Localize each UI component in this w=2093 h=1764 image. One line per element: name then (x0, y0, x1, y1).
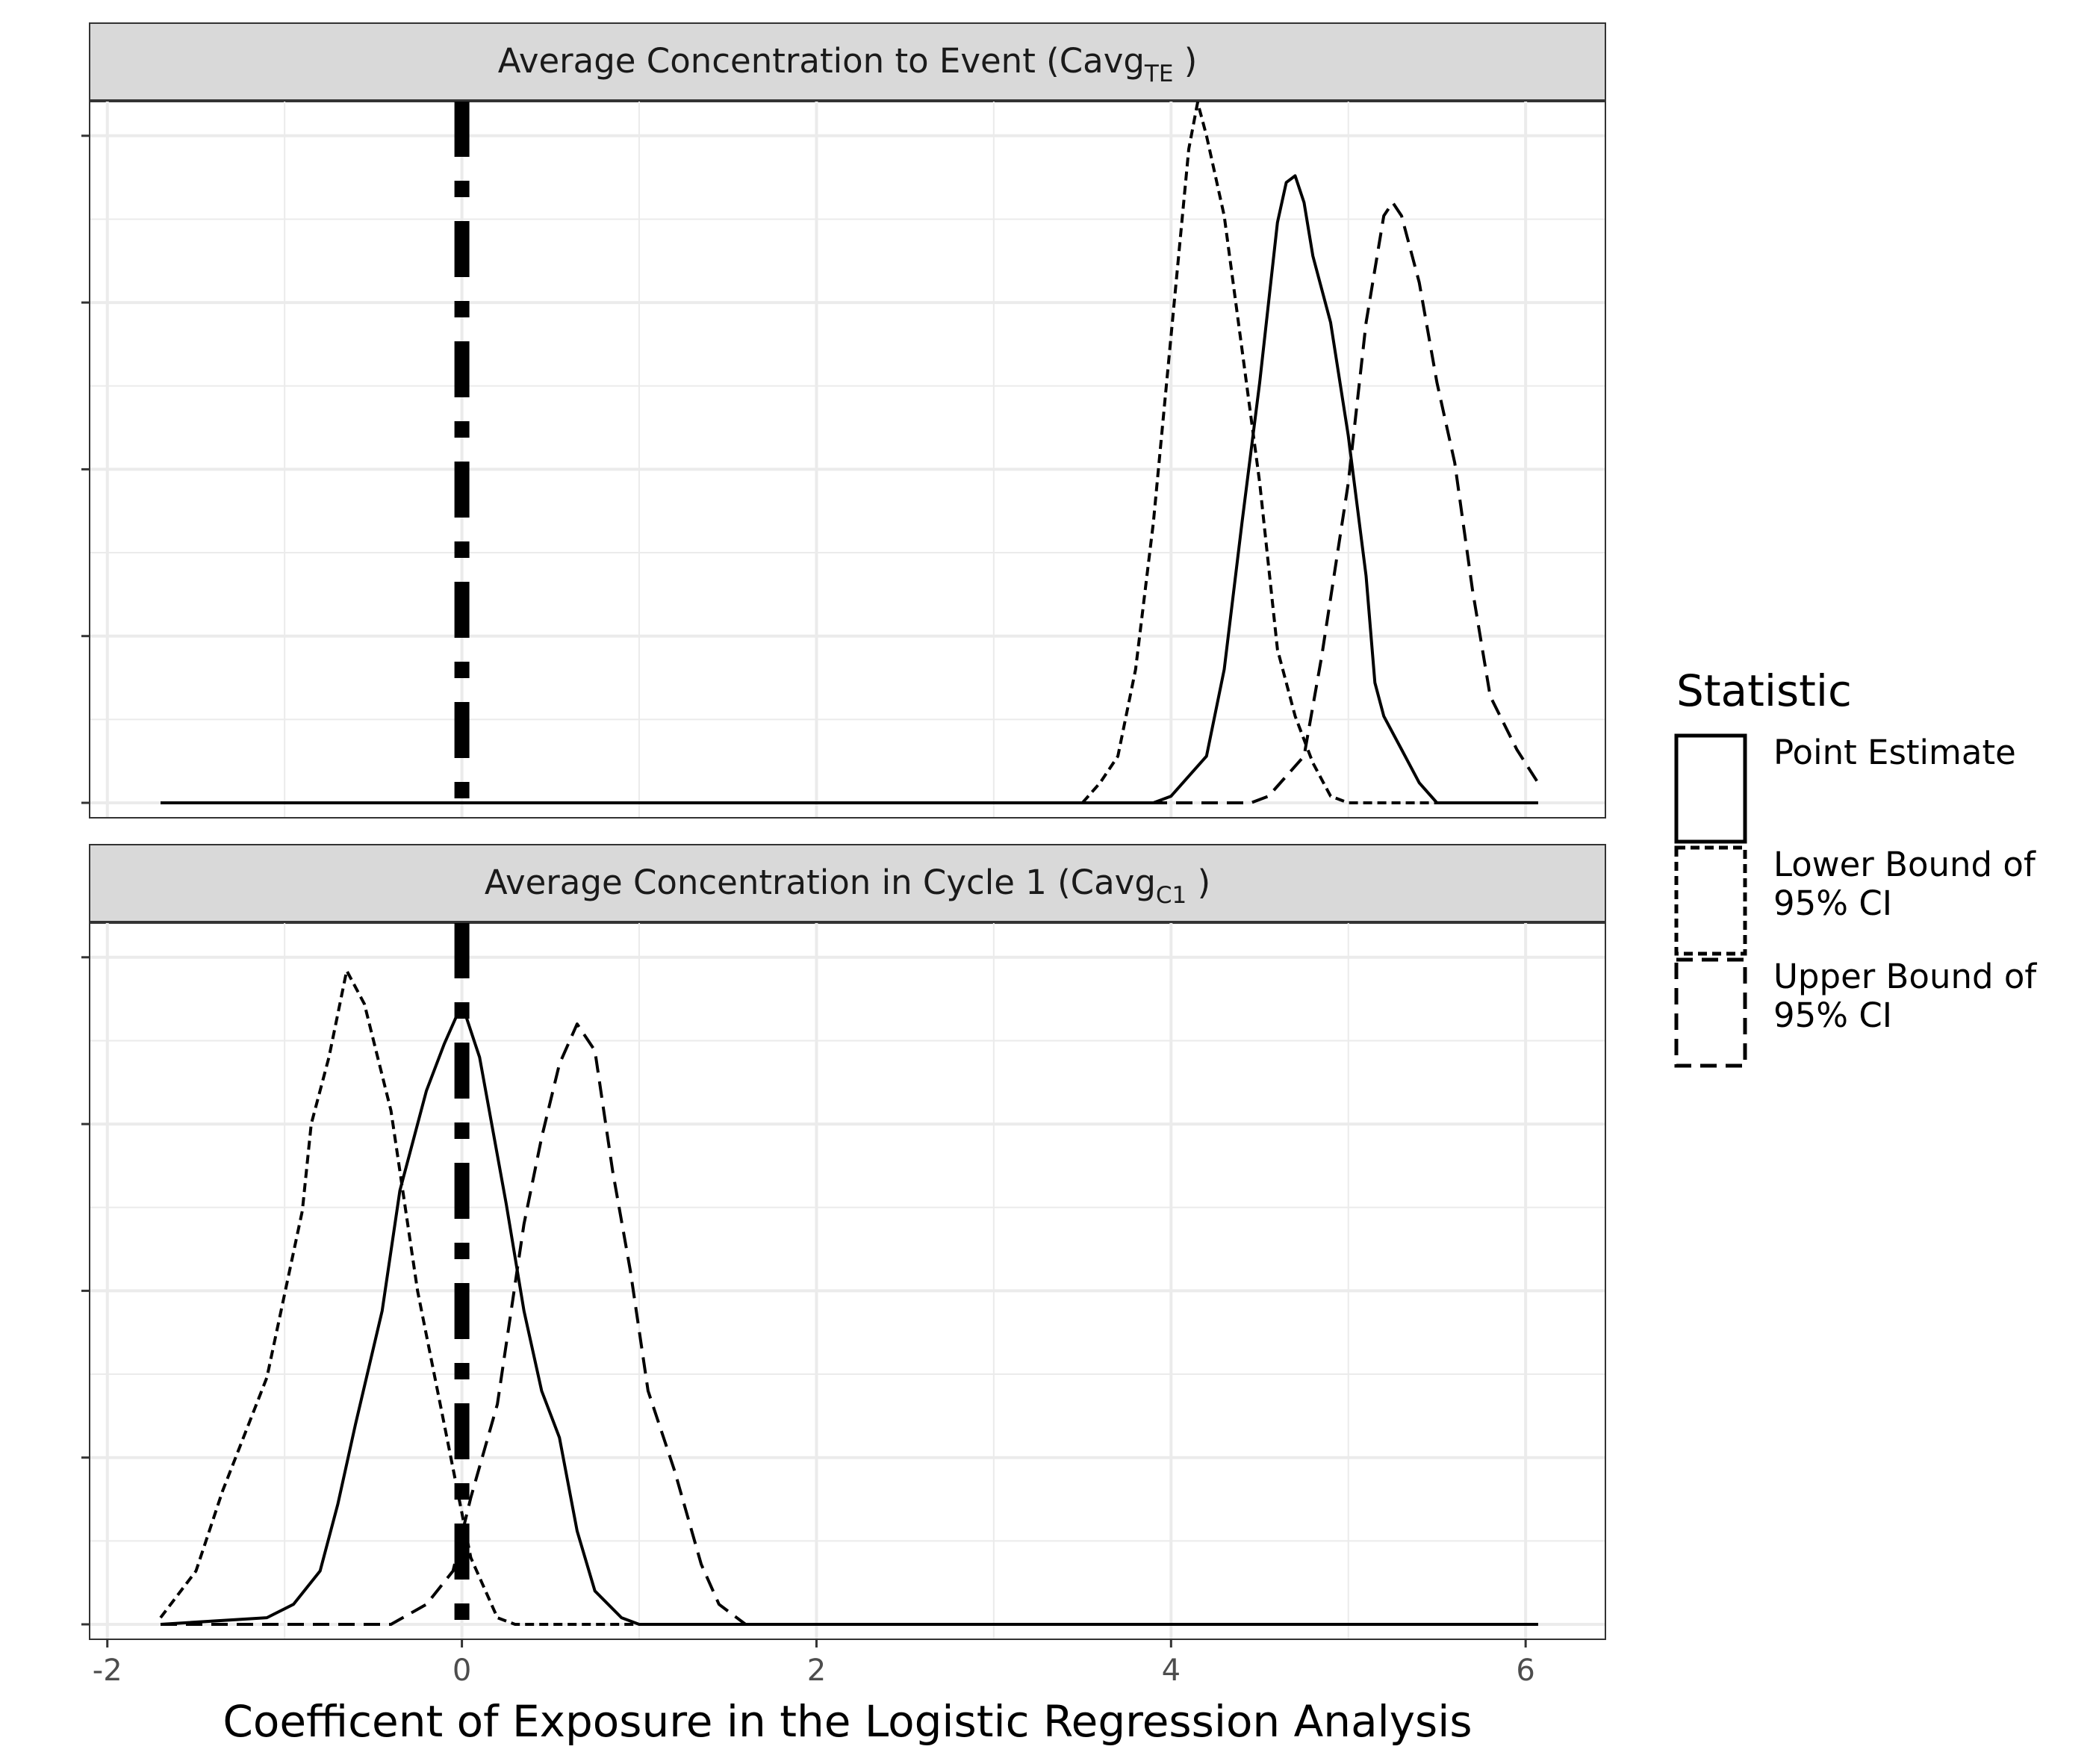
x-tick-label: 2 (807, 1653, 826, 1688)
panel-title: Average Concentration to Event (CavgTE ) (498, 41, 1198, 87)
panel-cavg-c1: Average Concentration in Cycle 1 (CavgC1… (81, 844, 1606, 1640)
y-axis-ticks (81, 956, 90, 1626)
x-tick-label: 4 (1162, 1653, 1181, 1688)
x-axis-title: Coefficent of Exposure in the Logistic R… (223, 1696, 1472, 1747)
strip-background (89, 844, 1606, 923)
density-curve-dotted (161, 101, 1538, 804)
legend-key-solid (1674, 733, 1747, 844)
legend-title: Statistic (1676, 665, 1852, 716)
x-axis: -2 0 2 4 6 (93, 1639, 1535, 1688)
legend-label: Upper Bound of (1773, 957, 2037, 996)
legend-label: 95% CI (1773, 883, 1892, 923)
legend-key-dashed (1674, 957, 1747, 1068)
legend-label: Point Estimate (1773, 733, 2016, 772)
density-curve-dashed (161, 201, 1540, 804)
legend-label: Lower Bound of (1773, 845, 2036, 884)
legend-label: 95% CI (1773, 996, 1892, 1035)
density-curves (159, 969, 1538, 1626)
legend-key-dotted (1674, 845, 1747, 956)
x-tick-label: 0 (453, 1653, 471, 1688)
density-curve-dotted (159, 969, 1538, 1626)
density-curve-solid (160, 1002, 1538, 1626)
panel-border (89, 100, 1606, 819)
grid-lines (90, 101, 1605, 818)
panel-title: Average Concentration in Cycle 1 (CavgC1… (485, 863, 1210, 909)
y-axis-ticks (81, 134, 90, 804)
density-curve-dashed (161, 1022, 1538, 1626)
strip-background (89, 22, 1606, 102)
panel-cavg-te: Average Concentration to Event (CavgTE ) (81, 22, 1606, 819)
density-curves (161, 101, 1540, 804)
density-curve-solid (161, 174, 1538, 804)
panel-border (89, 922, 1606, 1640)
x-tick-label: 6 (1516, 1653, 1534, 1688)
x-tick-label: -2 (93, 1653, 122, 1688)
